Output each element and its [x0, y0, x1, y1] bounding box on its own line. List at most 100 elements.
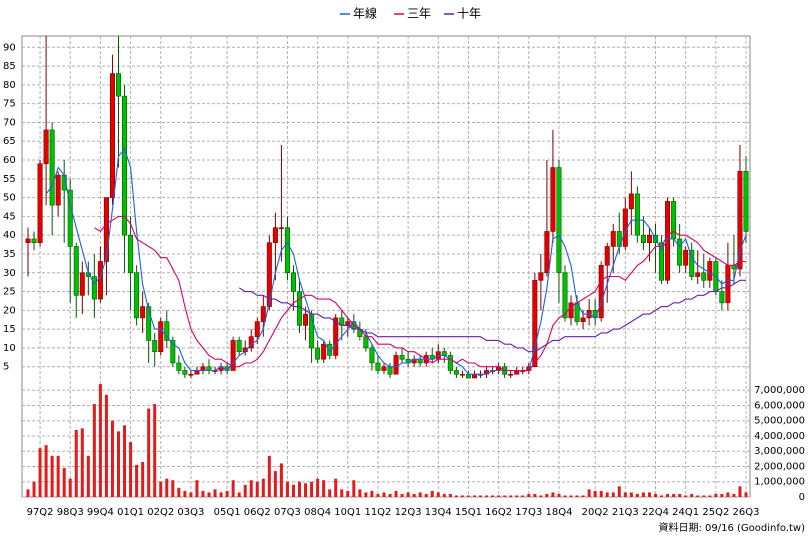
candle-body [122, 95, 128, 236]
candle-body [67, 189, 73, 247]
volume-bar [285, 481, 289, 497]
x-tick-label: 20Q2 [582, 507, 609, 518]
volume-bar [491, 495, 495, 497]
source-note: 資料日期: 09/16 (Goodinfo.tw) [658, 521, 805, 534]
volume-bar [442, 493, 446, 497]
y2-tick-label: 1,000,000 [754, 477, 805, 488]
candle-body [628, 193, 634, 210]
volume-bar [485, 495, 489, 497]
x-tick-label: 21Q3 [612, 507, 639, 518]
x-tick-label: 97Q2 [27, 507, 54, 518]
volume-bar [394, 490, 398, 497]
candle-body [616, 231, 622, 247]
volume-bar [376, 493, 380, 497]
candle-body [387, 366, 393, 375]
candle-body [73, 246, 79, 296]
volume-bar [599, 490, 603, 497]
volume-bar [237, 492, 241, 497]
volume-bar [575, 495, 579, 497]
candle-body [91, 276, 97, 300]
volume-bar [563, 495, 567, 497]
volume-bar [545, 493, 549, 497]
volume-bar [189, 492, 193, 497]
candle-body [471, 373, 477, 379]
x-tick-label: 10Q1 [334, 507, 361, 518]
volume-bar [593, 490, 597, 497]
volume-bar [104, 394, 108, 497]
y-tick-label: 50 [3, 193, 16, 204]
volume-bar [509, 495, 513, 497]
volume-bar [412, 493, 416, 497]
volume-bar [177, 487, 181, 497]
volume-bar [298, 481, 302, 497]
x-tick-label: 18Q4 [545, 507, 572, 518]
y-tick-label: 25 [3, 287, 16, 298]
volume-bar [460, 495, 464, 497]
y-tick-label: 85 [3, 61, 16, 72]
volume-bar [225, 490, 229, 497]
x-tick-label: 24Q1 [672, 507, 699, 518]
volume-bar [147, 408, 151, 497]
volume-bar [515, 495, 519, 497]
x-tick-label: 08Q4 [304, 507, 331, 518]
volume-bar [696, 495, 700, 497]
candle-body [453, 370, 459, 375]
volume-bar [744, 492, 748, 497]
volume-bar [80, 428, 84, 497]
y2-tick-label: 2,000,000 [754, 461, 805, 472]
candle-body [677, 238, 683, 266]
volume-bar [430, 490, 434, 497]
volume-bar [653, 493, 657, 497]
y2-tick-label: 0 [799, 492, 805, 503]
volume-bar [454, 495, 458, 497]
candle-body [260, 306, 266, 322]
volume-bar [684, 495, 688, 497]
x-tick-label: 98Q3 [57, 507, 84, 518]
candle-body [170, 340, 176, 364]
candle-body [465, 373, 471, 379]
candle-body [665, 201, 671, 281]
volume-bar [249, 480, 253, 497]
volume-bar [623, 492, 627, 497]
volume-bar [340, 489, 344, 497]
y-tick-label: 15 [3, 324, 16, 335]
volume-bar [304, 483, 308, 497]
candle-body [79, 272, 85, 296]
candle-body [140, 306, 146, 319]
candle-body [272, 227, 278, 244]
candle-body [363, 336, 369, 349]
volume-bar [382, 492, 386, 497]
candle-body [55, 174, 61, 206]
candle-body [31, 238, 37, 244]
candle-body [381, 366, 387, 371]
volume-bar [352, 480, 356, 497]
volume-bar [92, 403, 96, 497]
volume-bar [129, 442, 133, 497]
y2-tick-label: 7,000,000 [754, 385, 805, 396]
x-tick-label: 17Q3 [515, 507, 542, 518]
candle-body [399, 355, 405, 360]
candle-body [689, 249, 695, 277]
x-tick-label: 99Q4 [87, 507, 114, 518]
volume-bar [310, 481, 314, 497]
candle-body [176, 362, 182, 371]
volume-bar [647, 492, 651, 497]
candle-body [315, 347, 321, 360]
volume-bar [62, 468, 66, 497]
candle-body [200, 366, 206, 371]
candle-body [646, 234, 652, 244]
candle-body [375, 362, 381, 371]
volume-bar [436, 492, 440, 497]
volume-bar [56, 455, 60, 497]
volume-bar [726, 492, 730, 497]
candle-body [333, 317, 339, 356]
candle-body [278, 227, 284, 229]
candle-body [441, 351, 447, 356]
volume-bar [207, 492, 211, 497]
x-tick-label: 06Q2 [244, 507, 271, 518]
volume-bar [255, 481, 259, 497]
volume-bar [581, 495, 585, 497]
candle-body [459, 373, 465, 376]
candle-body [369, 347, 375, 364]
volume-bar [243, 484, 247, 497]
